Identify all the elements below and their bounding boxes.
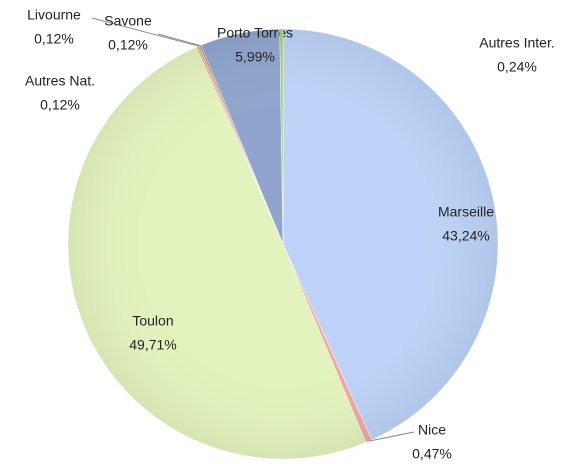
slice-label: Autres Nat. xyxy=(25,73,95,89)
slice-value-label: 0,12% xyxy=(40,97,80,113)
slice-label: Nice xyxy=(418,422,446,438)
slice-value-label: 0,12% xyxy=(34,31,74,47)
slice-value-label: 0,47% xyxy=(412,446,452,462)
leader-line xyxy=(157,33,201,47)
slice-value-label: 0,24% xyxy=(497,59,537,75)
slice-value-label: 5,99% xyxy=(235,49,275,65)
slice-label: Marseille xyxy=(438,204,494,220)
slice-label: Autres Inter. xyxy=(479,35,554,51)
slice-label: Savone xyxy=(104,13,152,29)
slice-value-label: 43,24% xyxy=(442,228,489,244)
slice-label: Toulon xyxy=(132,313,173,329)
slice-value-label: 0,12% xyxy=(108,37,148,53)
slice-label: Livourne xyxy=(27,7,81,23)
slice-value-label: 49,71% xyxy=(129,337,176,353)
